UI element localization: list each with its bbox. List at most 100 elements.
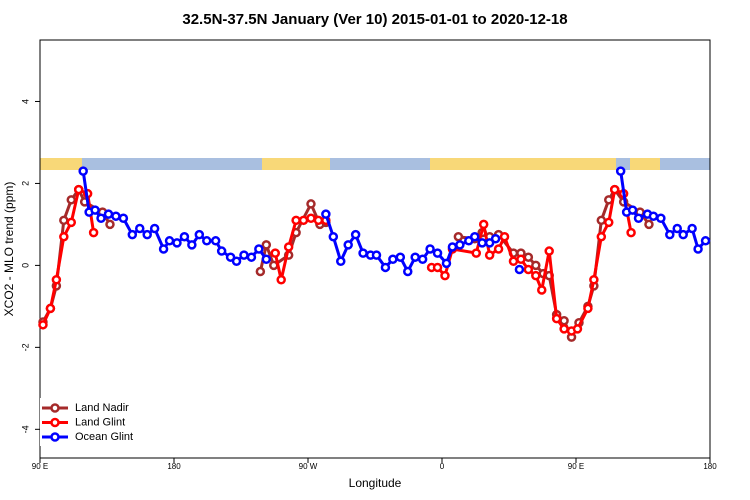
point xyxy=(523,252,534,262)
y-tick-label: 0 xyxy=(20,263,30,268)
point xyxy=(45,303,56,314)
point xyxy=(283,242,294,252)
point xyxy=(678,229,688,240)
point xyxy=(544,246,554,256)
point xyxy=(350,229,361,240)
point xyxy=(455,240,465,250)
point xyxy=(432,262,443,273)
point xyxy=(687,223,697,234)
point xyxy=(194,229,205,240)
point xyxy=(523,264,534,275)
y-tick-label: -2 xyxy=(20,343,30,351)
point xyxy=(306,199,316,209)
point xyxy=(596,215,607,226)
y-tick-label: 2 xyxy=(20,181,30,186)
point xyxy=(210,236,221,246)
point xyxy=(59,231,69,242)
point xyxy=(59,215,69,226)
point xyxy=(484,238,495,248)
point xyxy=(589,274,599,285)
point xyxy=(321,209,331,219)
point xyxy=(276,274,286,285)
legend-marker xyxy=(50,403,60,413)
point xyxy=(127,229,138,240)
point xyxy=(270,248,280,258)
point xyxy=(239,250,249,260)
point xyxy=(96,213,106,224)
point xyxy=(484,250,495,260)
point xyxy=(66,217,77,228)
x-tick-label: 90 E xyxy=(32,462,48,471)
x-tick-label: 0 xyxy=(440,462,445,471)
x-tick-label: 180 xyxy=(167,462,181,471)
point xyxy=(700,236,711,246)
point xyxy=(403,266,413,277)
point xyxy=(551,313,562,324)
y-tick-label: -4 xyxy=(20,425,30,433)
point xyxy=(149,223,160,234)
point xyxy=(158,244,169,254)
point xyxy=(572,324,583,334)
legend-marker xyxy=(50,417,60,428)
point xyxy=(531,270,541,281)
point xyxy=(231,256,242,267)
x-tick-label: 90 W xyxy=(299,462,318,471)
point xyxy=(388,254,398,264)
point xyxy=(66,195,77,205)
point xyxy=(490,234,501,244)
point xyxy=(478,219,489,230)
point xyxy=(471,248,481,258)
point xyxy=(336,256,346,267)
x-tick-label: 90 E xyxy=(568,462,584,471)
point xyxy=(626,227,636,238)
point xyxy=(255,266,266,277)
point xyxy=(216,246,227,256)
point xyxy=(514,264,525,275)
point xyxy=(493,244,504,254)
point xyxy=(187,240,197,250)
point xyxy=(164,236,175,246)
chart-title: 32.5N-37.5N January (Ver 10) 2015-01-01 … xyxy=(182,11,567,28)
point xyxy=(693,244,703,254)
point xyxy=(142,229,152,240)
point xyxy=(447,242,458,252)
point xyxy=(313,215,324,226)
point xyxy=(328,231,339,242)
legend-label: Land Glint xyxy=(75,416,125,428)
legend-label: Ocean Glint xyxy=(75,431,133,443)
point xyxy=(531,260,541,271)
point xyxy=(306,213,316,224)
point xyxy=(609,184,620,195)
point xyxy=(111,211,121,221)
point xyxy=(665,229,675,240)
point xyxy=(499,231,510,242)
point xyxy=(410,252,420,262)
point xyxy=(440,270,450,281)
legend-label: Land Nadir xyxy=(75,402,129,414)
point xyxy=(656,213,666,224)
point xyxy=(615,166,626,176)
point xyxy=(88,227,99,238)
point xyxy=(358,248,368,258)
x-tick-label: 180 xyxy=(703,462,717,471)
x-axis-label: Longitude xyxy=(349,476,402,490)
point xyxy=(516,254,526,264)
point xyxy=(633,213,644,224)
point xyxy=(51,274,62,285)
plot-frame xyxy=(39,39,711,459)
point xyxy=(172,238,182,248)
point xyxy=(559,324,569,334)
point xyxy=(477,238,487,248)
point xyxy=(371,250,382,260)
point xyxy=(470,231,480,242)
point xyxy=(78,166,88,176)
point xyxy=(103,209,114,219)
point xyxy=(38,320,48,330)
point xyxy=(644,219,654,230)
point xyxy=(202,236,212,246)
y-axis-label: XCO2 - MLO trend (ppm) xyxy=(2,182,16,317)
point xyxy=(261,254,272,264)
point xyxy=(179,231,190,242)
legend-marker xyxy=(50,432,60,442)
